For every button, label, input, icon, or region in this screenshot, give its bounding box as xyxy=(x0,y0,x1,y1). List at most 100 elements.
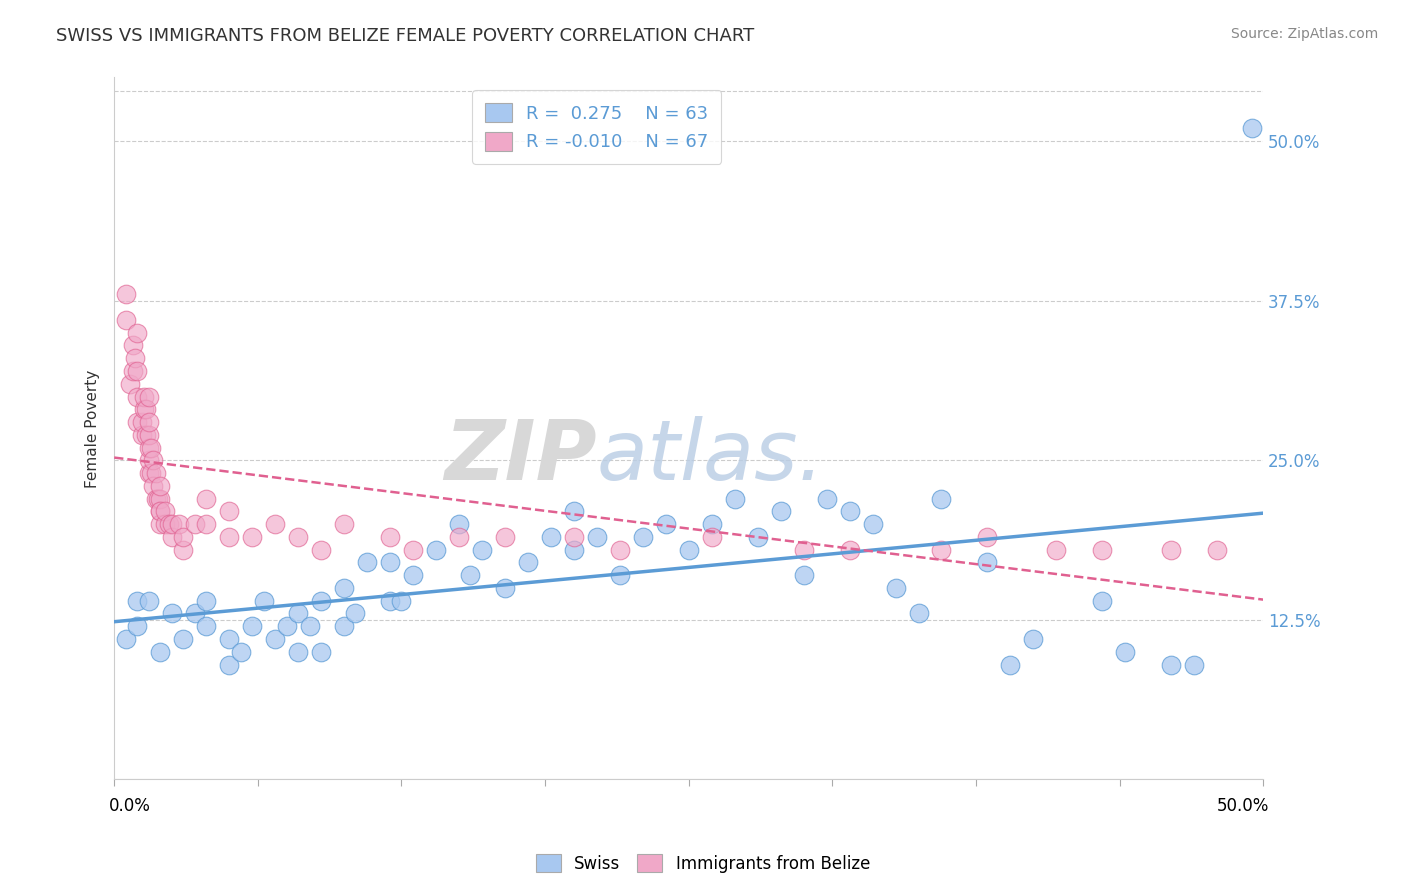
Point xyxy=(240,619,263,633)
Point xyxy=(131,427,153,442)
Point xyxy=(884,581,907,595)
Point xyxy=(127,415,149,429)
Text: 0.0%: 0.0% xyxy=(108,797,150,815)
Point xyxy=(218,632,240,646)
Point xyxy=(287,530,309,544)
Point xyxy=(298,619,321,633)
Point xyxy=(183,607,205,621)
Point xyxy=(160,530,183,544)
Point xyxy=(218,504,240,518)
Y-axis label: Female Poverty: Female Poverty xyxy=(86,369,100,488)
Point xyxy=(976,530,998,544)
Point xyxy=(425,542,447,557)
Legend: R =  0.275    N = 63, R = -0.010    N = 67: R = 0.275 N = 63, R = -0.010 N = 67 xyxy=(472,90,721,164)
Point xyxy=(264,632,287,646)
Point xyxy=(1182,657,1205,672)
Point xyxy=(724,491,747,506)
Point xyxy=(378,556,401,570)
Point xyxy=(139,441,162,455)
Point xyxy=(218,530,240,544)
Point xyxy=(562,542,585,557)
Point xyxy=(127,364,149,378)
Point xyxy=(127,326,149,340)
Point xyxy=(815,491,838,506)
Point xyxy=(1022,632,1045,646)
Point xyxy=(654,517,676,532)
Point xyxy=(195,619,218,633)
Point xyxy=(838,542,860,557)
Point xyxy=(494,530,516,544)
Point xyxy=(700,530,723,544)
Point xyxy=(585,530,607,544)
Point xyxy=(287,645,309,659)
Point xyxy=(138,466,160,480)
Point xyxy=(183,517,205,532)
Point xyxy=(1000,657,1022,672)
Point xyxy=(471,542,494,557)
Point xyxy=(172,632,194,646)
Point xyxy=(160,607,183,621)
Point xyxy=(153,517,176,532)
Point xyxy=(862,517,884,532)
Point xyxy=(447,517,470,532)
Point xyxy=(149,517,172,532)
Point xyxy=(378,593,401,607)
Point xyxy=(793,542,815,557)
Point xyxy=(153,504,176,518)
Point xyxy=(309,593,332,607)
Point xyxy=(907,607,929,621)
Point xyxy=(240,530,263,544)
Point xyxy=(609,568,631,582)
Point xyxy=(218,657,240,672)
Point xyxy=(149,504,172,518)
Point xyxy=(402,568,425,582)
Point xyxy=(149,645,172,659)
Point xyxy=(678,542,700,557)
Point xyxy=(142,453,165,467)
Point xyxy=(145,466,167,480)
Point xyxy=(447,530,470,544)
Point xyxy=(609,542,631,557)
Point xyxy=(195,593,218,607)
Point xyxy=(1091,542,1114,557)
Point xyxy=(138,441,160,455)
Point xyxy=(139,466,162,480)
Point xyxy=(131,415,153,429)
Point xyxy=(149,479,172,493)
Point xyxy=(264,517,287,532)
Point xyxy=(309,645,332,659)
Point xyxy=(132,390,155,404)
Text: Source: ZipAtlas.com: Source: ZipAtlas.com xyxy=(1230,27,1378,41)
Point xyxy=(309,542,332,557)
Point xyxy=(838,504,860,518)
Point xyxy=(127,619,149,633)
Point xyxy=(157,517,180,532)
Point xyxy=(138,453,160,467)
Point xyxy=(344,607,367,621)
Point xyxy=(700,517,723,532)
Point xyxy=(562,504,585,518)
Text: 50.0%: 50.0% xyxy=(1216,797,1270,815)
Point xyxy=(1240,121,1263,136)
Point xyxy=(142,479,165,493)
Point xyxy=(172,542,194,557)
Point xyxy=(167,517,190,532)
Point xyxy=(138,390,160,404)
Point xyxy=(793,568,815,582)
Point xyxy=(114,313,136,327)
Point xyxy=(460,568,482,582)
Point xyxy=(120,376,142,391)
Point xyxy=(146,491,169,506)
Point xyxy=(195,491,218,506)
Point xyxy=(516,556,538,570)
Point xyxy=(127,593,149,607)
Point xyxy=(138,593,160,607)
Point xyxy=(356,556,378,570)
Point xyxy=(747,530,769,544)
Point xyxy=(160,517,183,532)
Point xyxy=(1160,542,1182,557)
Point xyxy=(135,427,157,442)
Point xyxy=(1114,645,1136,659)
Legend: Swiss, Immigrants from Belize: Swiss, Immigrants from Belize xyxy=(529,847,877,880)
Point xyxy=(391,593,413,607)
